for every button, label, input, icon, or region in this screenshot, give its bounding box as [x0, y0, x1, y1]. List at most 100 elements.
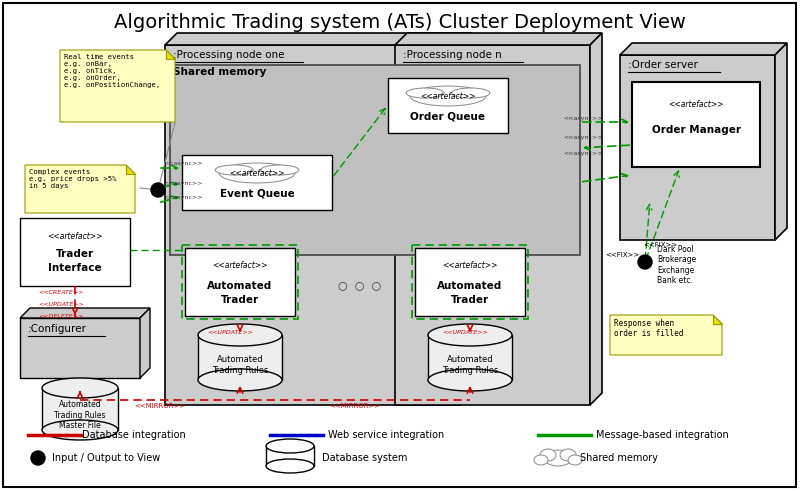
Ellipse shape	[261, 165, 299, 175]
Bar	[182, 155, 332, 210]
Polygon shape	[166, 50, 175, 59]
Ellipse shape	[560, 449, 576, 461]
Text: Message-based integration: Message-based integration	[596, 430, 729, 440]
Ellipse shape	[534, 455, 548, 465]
Text: <<artefact>>: <<artefact>>	[420, 91, 476, 101]
Ellipse shape	[406, 88, 444, 98]
Text: Shared memory: Shared memory	[173, 67, 266, 77]
Text: :Configurer: :Configurer	[28, 324, 87, 334]
Bar	[170, 65, 580, 255]
Text: <<UPDATE>>: <<UPDATE>>	[442, 330, 488, 335]
Polygon shape	[60, 50, 175, 122]
Ellipse shape	[42, 420, 118, 440]
Text: ○  ○  ○: ○ ○ ○	[338, 280, 382, 290]
Text: <<async>>: <<async>>	[163, 181, 202, 186]
Text: :Processing node one: :Processing node one	[173, 50, 285, 60]
Ellipse shape	[42, 378, 118, 398]
Text: :Processing node n: :Processing node n	[403, 50, 502, 60]
Text: Automated: Automated	[438, 281, 502, 291]
Ellipse shape	[568, 455, 582, 465]
Text: Order Manager: Order Manager	[651, 125, 741, 135]
Polygon shape	[460, 33, 472, 405]
Text: Automated: Automated	[207, 281, 273, 291]
Text: <<artefact>>: <<artefact>>	[230, 168, 285, 178]
Text: Database integration: Database integration	[82, 430, 186, 440]
Text: <<UPDATE>>: <<UPDATE>>	[38, 301, 84, 306]
Bar	[165, 45, 460, 405]
Text: Database system: Database system	[322, 453, 407, 463]
Text: <<async>>: <<async>>	[563, 151, 602, 156]
Text: <<artefact>>: <<artefact>>	[47, 231, 102, 241]
Polygon shape	[126, 165, 135, 174]
Ellipse shape	[266, 459, 314, 473]
Text: <<DELETE>>: <<DELETE>>	[38, 313, 83, 319]
Polygon shape	[590, 33, 602, 405]
Bar	[185, 248, 295, 316]
Bar	[395, 45, 590, 405]
Text: Event Queue: Event Queue	[220, 188, 294, 198]
Bar	[620, 55, 775, 240]
Polygon shape	[20, 308, 150, 318]
Ellipse shape	[452, 88, 490, 98]
Text: Automated
Trading Rules: Automated Trading Rules	[212, 355, 268, 375]
Bar	[198, 335, 282, 380]
Text: Trader: Trader	[451, 295, 489, 305]
Ellipse shape	[198, 324, 282, 346]
Polygon shape	[620, 43, 787, 55]
Text: <<async>>: <<async>>	[163, 195, 202, 200]
Bar	[388, 78, 508, 133]
Text: <<async>>: <<async>>	[163, 161, 202, 165]
Text: Trader: Trader	[56, 249, 94, 259]
Text: <<async>>: <<async>>	[563, 136, 602, 140]
Text: Complex events
e.g. price drops >5%
in 5 days: Complex events e.g. price drops >5% in 5…	[29, 169, 117, 189]
Bar	[42, 388, 118, 430]
Text: Response when
order is filled: Response when order is filled	[614, 319, 683, 338]
Ellipse shape	[198, 369, 282, 391]
Polygon shape	[395, 33, 602, 45]
Ellipse shape	[215, 165, 253, 175]
Polygon shape	[610, 315, 722, 355]
Text: <<MIRROR>>: <<MIRROR>>	[134, 403, 186, 409]
Circle shape	[638, 255, 652, 269]
Bar	[412, 245, 528, 319]
Polygon shape	[165, 33, 472, 45]
Text: <<FIX>>: <<FIX>>	[605, 252, 639, 258]
Bar	[182, 245, 298, 319]
Text: <<artefact>>: <<artefact>>	[442, 262, 498, 271]
Text: Algorithmic Trading system (ATs) Cluster Deployment View: Algorithmic Trading system (ATs) Cluster…	[114, 12, 686, 31]
Ellipse shape	[428, 369, 512, 391]
Bar	[632, 82, 760, 167]
Ellipse shape	[219, 163, 295, 183]
Bar	[20, 218, 130, 286]
Ellipse shape	[544, 450, 572, 466]
Text: Order Queue: Order Queue	[410, 111, 486, 121]
Text: Automated
Trading Rules
Master File: Automated Trading Rules Master File	[54, 400, 106, 430]
Text: <<MIRROR>>: <<MIRROR>>	[330, 403, 381, 409]
Text: <<CREATE>>: <<CREATE>>	[38, 290, 83, 295]
Ellipse shape	[428, 324, 512, 346]
Text: <<artefact>>: <<artefact>>	[668, 100, 724, 109]
Polygon shape	[713, 315, 722, 324]
Text: Real time events
e.g. onBar,
e.g. onTick,
e.g. onOrder,
e.g. onPositionChange,: Real time events e.g. onBar, e.g. onTick…	[64, 54, 160, 88]
Text: <<FIX>>: <<FIX>>	[643, 242, 677, 248]
Text: Automated
Trading Rules: Automated Trading Rules	[442, 355, 498, 375]
Circle shape	[31, 451, 45, 465]
Ellipse shape	[540, 449, 556, 461]
Ellipse shape	[266, 439, 314, 453]
Bar	[20, 318, 140, 378]
Text: Shared memory: Shared memory	[580, 453, 658, 463]
Text: <<async>>: <<async>>	[563, 115, 602, 120]
Text: <<artefact>>: <<artefact>>	[212, 262, 268, 271]
Text: Interface: Interface	[48, 263, 102, 273]
Text: Input / Output to View: Input / Output to View	[52, 453, 160, 463]
Ellipse shape	[410, 86, 486, 106]
Bar	[415, 248, 525, 316]
Text: <<UPDATE>>: <<UPDATE>>	[207, 330, 253, 335]
Bar	[428, 335, 512, 380]
Polygon shape	[775, 43, 787, 240]
Text: Trader: Trader	[221, 295, 259, 305]
Text: :Order server: :Order server	[628, 60, 698, 70]
Polygon shape	[140, 308, 150, 378]
Polygon shape	[25, 165, 135, 213]
Text: Dark Pool
Brokerage
Exchange
Bank etc.: Dark Pool Brokerage Exchange Bank etc.	[657, 245, 696, 285]
